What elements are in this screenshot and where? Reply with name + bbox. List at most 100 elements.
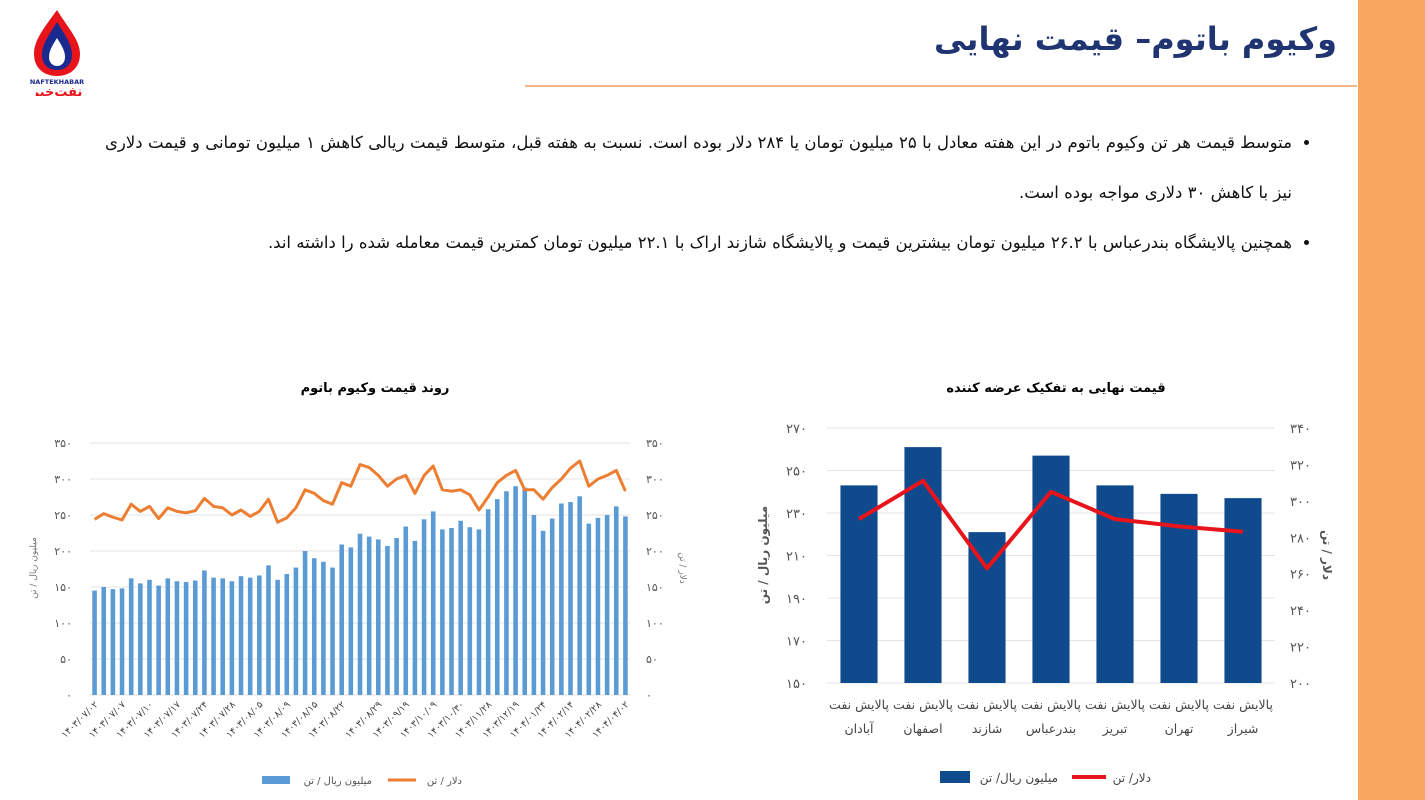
trend-bar xyxy=(412,540,418,695)
y-right-tick-label: ۱۰۰ xyxy=(646,617,664,630)
trend-bar xyxy=(229,581,235,695)
trend-bar xyxy=(183,581,189,695)
trend-bar xyxy=(440,529,445,695)
legend-line-label: دلار / تن xyxy=(427,776,462,787)
logo-flame-icon: NAFTEKHABAR نفت‌خبر xyxy=(30,10,84,100)
y-right-tick-label: ۲۵۰ xyxy=(646,509,664,522)
x-category-label-line1: پالایش نفت xyxy=(957,697,1017,713)
trend-bar xyxy=(165,578,171,695)
logo-farsi-text: نفت‌خبر xyxy=(31,85,83,96)
y-right-tick-label: ۵۰ xyxy=(646,653,658,666)
trend-bar xyxy=(330,567,335,695)
trend-bar xyxy=(302,551,308,695)
trend-bar xyxy=(220,578,225,695)
trend-bar xyxy=(513,486,518,695)
trend-legend: میلیون ریال / تن دلار / تن xyxy=(262,776,462,787)
x-category-label-line1: پالایش نفت xyxy=(1213,697,1273,713)
y-tick-label: ۲۱۰ xyxy=(786,550,807,565)
trend-bar xyxy=(467,527,473,695)
trend-bar xyxy=(385,545,390,695)
y-right-tick-label: ۲۰۰ xyxy=(646,545,664,558)
supplier-bar xyxy=(1032,455,1070,683)
trend-bar xyxy=(577,496,582,695)
x-category-label-line2: تهران xyxy=(1165,721,1194,737)
supplier-chart-svg: قیمت نهایی به تفکیک عرضه کننده ۱۵۰ ۱۷۰ ۱۹۰… xyxy=(756,381,1334,786)
trend-bar xyxy=(101,587,107,695)
y-right-tick-label: ۲۰۰ xyxy=(1290,677,1311,692)
trend-bar xyxy=(531,515,537,695)
y-tick-label: ۲۷۰ xyxy=(786,422,807,437)
supplier-right-axis-label: دلار / تن xyxy=(1320,530,1334,580)
trend-gridlines xyxy=(90,442,630,696)
y-tick-label: ۲۳۰ xyxy=(786,507,807,522)
trend-bar xyxy=(110,589,116,695)
trend-bar xyxy=(357,533,363,695)
supplier-bar xyxy=(1224,498,1262,683)
trend-bar xyxy=(495,499,500,695)
trend-bar xyxy=(128,578,134,695)
trend-bar xyxy=(311,558,317,695)
supplier-right-axis: ۲۰۰ ۲۲۰ ۲۴۰ ۲۶۰ ۲۸۰ ۳۰۰ ۳۲۰ ۳۴۰ xyxy=(1290,422,1311,692)
trend-bar xyxy=(138,583,143,695)
trend-bar xyxy=(211,577,216,695)
trend-bar xyxy=(549,518,555,695)
x-category-label-line2: بندرعباس xyxy=(1026,721,1076,737)
y-right-tick-label: ۲۲۰ xyxy=(1290,641,1311,656)
trend-bar xyxy=(119,588,125,695)
trend-bar xyxy=(366,536,372,695)
trend-bar xyxy=(568,502,573,695)
trend-bar xyxy=(376,539,381,695)
x-category-label-line2: شازند xyxy=(972,721,1002,737)
legend-bar-swatch xyxy=(262,776,290,784)
trend-bar xyxy=(559,503,564,695)
legend-bar-label: میلیون ریال/ تن xyxy=(980,771,1058,786)
trend-bar xyxy=(623,516,628,695)
supplier-chart: قیمت نهایی به تفکیک عرضه کننده ۱۵۰ ۱۷۰ ۱۹۰… xyxy=(740,370,1350,800)
trend-bar xyxy=(403,526,409,695)
bullet-item: همچنین پالایشگاه بندرعباس با ۲۶.۲ میلیون… xyxy=(105,218,1292,268)
supplier-legend: میلیون ریال/ تن دلار/ تن xyxy=(940,771,1151,786)
supplier-bar xyxy=(840,485,878,683)
trend-bar xyxy=(421,519,427,695)
y-tick-label: ۰ xyxy=(66,689,72,702)
trend-bar xyxy=(348,547,354,695)
supplier-x-axis: پالایش نفت آبادان پالایش نفت اصفهان پالایش ن… xyxy=(829,697,1273,737)
trend-chart: روند قیمت وکیوم باتوم ۰ ۵۰ ۱۰۰ ۱۵۰ ۲۰۰ ۲۵۰ ۳۰۰… xyxy=(0,370,700,800)
trend-bar xyxy=(321,561,326,695)
x-category-label-line1: پالایش نفت xyxy=(1021,697,1081,713)
trend-bar xyxy=(430,511,436,695)
x-category-label-line1: پالایش نفت xyxy=(1149,697,1209,713)
supplier-bars xyxy=(840,447,1262,683)
supplier-chart-title: قیمت نهایی به تفکیک عرضه کننده xyxy=(946,381,1165,396)
x-category-label-line2: شیراز xyxy=(1227,721,1259,737)
trend-chart-title: روند قیمت وکیوم باتوم xyxy=(301,381,450,396)
supplier-left-axis: ۱۵۰ ۱۷۰ ۱۹۰ ۲۱۰ ۲۳۰ ۲۵۰ ۲۷۰ xyxy=(786,422,807,692)
trend-chart-svg: روند قیمت وکیوم باتوم ۰ ۵۰ ۱۰۰ ۱۵۰ ۲۰۰ ۲۵۰ ۳۰۰… xyxy=(29,381,687,787)
trend-bar xyxy=(504,491,509,695)
trend-bar xyxy=(147,579,152,695)
y-tick-label: ۲۵۰ xyxy=(54,509,72,522)
y-tick-label: ۱۹۰ xyxy=(786,592,807,607)
accent-side-band xyxy=(1358,0,1425,800)
logo-latin-text: NAFTEKHABAR xyxy=(30,78,84,86)
x-category-label-line2: اصفهان xyxy=(903,721,942,737)
x-category-label-line2: آبادان xyxy=(845,721,875,736)
y-right-tick-label: ۲۶۰ xyxy=(1290,568,1311,583)
y-right-tick-label: ۳۴۰ xyxy=(1290,422,1311,437)
supplier-bar xyxy=(968,532,1006,683)
supplier-bar xyxy=(1160,493,1198,683)
trend-right-axis: ۰ ۵۰ ۱۰۰ ۱۵۰ ۲۰۰ ۲۵۰ ۳۰۰ ۳۵۰ xyxy=(646,437,664,702)
naftekhabar-logo: NAFTEKHABAR نفت‌خبر xyxy=(22,8,92,100)
trend-bar xyxy=(586,523,592,695)
y-right-tick-label: ۳۲۰ xyxy=(1290,458,1311,473)
y-right-tick-label: ۱۵۰ xyxy=(646,581,664,594)
trend-bar xyxy=(275,579,280,695)
y-tick-label: ۱۵۰ xyxy=(54,581,72,594)
trend-bar xyxy=(238,576,244,695)
y-tick-label: ۳۵۰ xyxy=(54,437,72,450)
trend-bar xyxy=(257,575,262,695)
supplier-left-axis-label: میلیون ریال / تن xyxy=(756,506,771,604)
trend-left-axis: ۰ ۵۰ ۱۰۰ ۱۵۰ ۲۰۰ ۲۵۰ ۳۰۰ ۳۵۰ xyxy=(54,437,72,702)
summary-bullets: متوسط قیمت هر تن وکیوم باتوم در این هفته… xyxy=(105,118,1320,268)
trend-usd-line xyxy=(93,459,627,524)
